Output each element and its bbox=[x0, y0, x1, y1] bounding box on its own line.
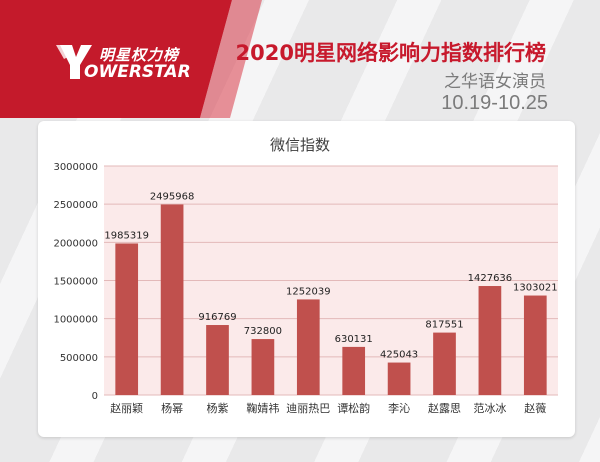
bar bbox=[387, 362, 411, 395]
bar bbox=[206, 325, 229, 395]
x-tick-label: 赵露思 bbox=[428, 401, 461, 415]
data-label: 916769 bbox=[198, 312, 236, 323]
x-tick-label: 杨紫 bbox=[207, 401, 229, 415]
x-tick-label: 赵丽颖 bbox=[110, 401, 143, 415]
bar bbox=[115, 243, 139, 395]
x-tick-label: 迪丽热巴 bbox=[286, 402, 330, 415]
chart-card: 微信指数 0 500000 1000000 1500000 2000000 2500000… bbox=[38, 121, 575, 437]
data-label: 1985319 bbox=[104, 230, 149, 241]
y-tick-label: 3000000 bbox=[53, 162, 98, 173]
bar-chart: 微信指数 0 500000 1000000 1500000 2000000 2500000… bbox=[53, 136, 558, 415]
y-tick-label: 2000000 bbox=[53, 238, 98, 249]
y-tick-label: 2500000 bbox=[53, 200, 98, 211]
page-subtitle: 之华语女演员 bbox=[444, 72, 546, 92]
bar bbox=[433, 332, 456, 395]
bar bbox=[478, 286, 502, 395]
x-tick-label: 杨幂 bbox=[161, 401, 183, 415]
page-title: 2020明星网络影响力指数排行榜 bbox=[235, 41, 546, 65]
brand-name-en: OWERSTAR bbox=[84, 62, 191, 82]
x-tick-label: 赵薇 bbox=[524, 401, 546, 415]
chart-title: 微信指数 bbox=[270, 136, 330, 154]
bar bbox=[523, 295, 547, 395]
date-range: 10.19-10.25 bbox=[441, 92, 548, 114]
x-tick-label: 鞠婧祎 bbox=[246, 401, 279, 415]
header: 明星权力榜 OWERSTAR 2020明星网络影响力指数排行榜 之华语女演员 1… bbox=[0, 0, 600, 118]
bar bbox=[160, 204, 184, 395]
brand-name-cn: 明星权力榜 bbox=[99, 46, 180, 64]
data-label: 425043 bbox=[380, 350, 418, 361]
bar bbox=[342, 346, 366, 395]
y-tick-label: 500000 bbox=[60, 353, 98, 364]
data-label: 1303021 bbox=[513, 283, 558, 294]
data-label: 732800 bbox=[244, 326, 282, 337]
y-tick-label: 1500000 bbox=[53, 277, 98, 288]
data-label: 1252039 bbox=[286, 286, 331, 297]
bar bbox=[251, 339, 275, 395]
powerstar-logo-icon bbox=[56, 45, 92, 79]
y-tick-label: 0 bbox=[92, 391, 98, 402]
y-tick-label: 1000000 bbox=[53, 315, 98, 326]
header-red-banner bbox=[0, 0, 262, 118]
x-tick-label: 范冰冰 bbox=[473, 401, 506, 415]
data-label: 1427636 bbox=[468, 273, 513, 284]
data-label: 817551 bbox=[425, 320, 463, 331]
x-tick-label: 谭松韵 bbox=[337, 401, 370, 415]
data-label: 630131 bbox=[335, 334, 373, 345]
x-tick-label: 李沁 bbox=[388, 401, 410, 415]
data-label: 2495968 bbox=[150, 191, 195, 202]
bar bbox=[296, 299, 320, 395]
